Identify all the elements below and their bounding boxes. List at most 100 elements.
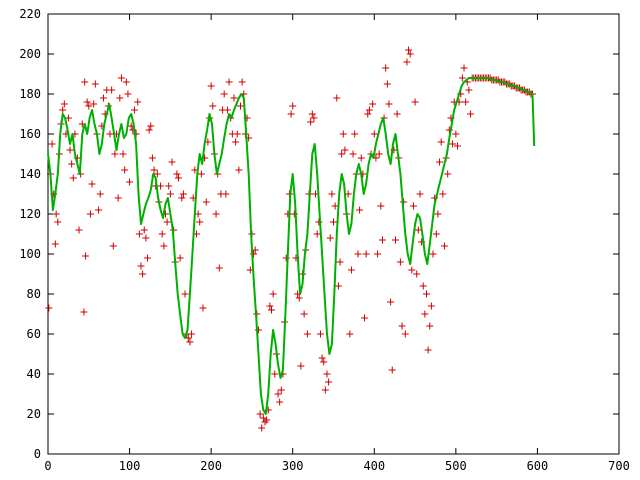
data-point	[88, 180, 96, 188]
data-point	[114, 194, 122, 202]
data-point	[96, 190, 104, 198]
y-tick-label: 0	[34, 447, 41, 461]
data-point	[121, 166, 129, 174]
data-point	[258, 424, 266, 432]
data-point	[212, 210, 220, 218]
x-tick-label: 700	[608, 459, 630, 473]
data-point	[276, 398, 284, 406]
data-point	[330, 218, 337, 226]
data-point	[268, 306, 276, 314]
data-point	[323, 370, 331, 378]
data-point	[391, 236, 399, 244]
data-point	[300, 310, 308, 318]
data-point	[362, 250, 370, 258]
data-point	[436, 158, 444, 166]
data-point	[230, 94, 238, 102]
data-point	[179, 190, 187, 198]
data-point	[365, 106, 373, 114]
data-point	[429, 250, 437, 258]
data-point	[126, 178, 134, 186]
data-point	[325, 378, 333, 386]
data-point	[139, 270, 147, 278]
data-point	[334, 282, 342, 290]
data-point	[80, 308, 88, 316]
data-point	[313, 230, 321, 238]
x-tick-label: 600	[527, 459, 549, 473]
data-point	[396, 258, 404, 266]
data-point	[408, 266, 416, 274]
data-point	[287, 110, 295, 118]
data-point	[144, 254, 152, 262]
data-point	[163, 218, 171, 226]
data-point	[374, 250, 382, 258]
data-point	[385, 100, 393, 108]
data-point	[356, 206, 364, 214]
data-point	[147, 122, 155, 130]
data-point	[427, 302, 435, 310]
data-point	[308, 110, 316, 118]
data-point	[215, 264, 223, 272]
data-point	[59, 106, 67, 114]
data-point	[52, 210, 60, 218]
data-point	[398, 322, 406, 330]
data-point	[178, 194, 186, 202]
y-tick-label: 120	[19, 207, 41, 221]
y-tick-label: 100	[19, 247, 41, 261]
data-point	[444, 170, 452, 178]
data-point	[421, 310, 429, 318]
data-point	[233, 130, 241, 138]
data-point	[315, 218, 323, 226]
data-point	[196, 218, 204, 226]
data-point	[370, 130, 378, 138]
data-point	[349, 150, 357, 158]
data-point	[375, 150, 383, 158]
data-point	[383, 80, 391, 88]
data-point	[142, 234, 150, 242]
data-point	[109, 242, 117, 250]
data-point	[145, 126, 153, 134]
data-point	[413, 270, 421, 278]
series-line	[47, 77, 536, 415]
data-point	[209, 102, 217, 110]
data-point	[199, 304, 207, 312]
data-point	[393, 110, 401, 118]
line-series	[47, 77, 536, 415]
data-point	[452, 130, 460, 138]
data-point	[403, 58, 411, 66]
data-point	[354, 250, 362, 258]
data-point	[202, 198, 210, 206]
data-point	[181, 290, 189, 298]
data-point	[432, 230, 440, 238]
data-point	[82, 252, 90, 260]
data-point	[341, 146, 349, 154]
data-point	[460, 64, 468, 72]
data-point	[137, 262, 145, 270]
data-point	[449, 140, 457, 148]
data-point	[416, 190, 424, 198]
data-point	[328, 190, 336, 198]
data-point	[48, 140, 56, 148]
data-point	[388, 366, 396, 374]
data-point	[51, 240, 59, 248]
data-point	[360, 314, 368, 322]
data-point	[266, 302, 274, 310]
data-point	[426, 322, 434, 330]
data-point	[68, 160, 76, 168]
data-point	[307, 118, 315, 126]
data-point	[378, 236, 386, 244]
data-point	[166, 190, 174, 198]
data-point	[364, 110, 372, 118]
data-point	[176, 254, 184, 262]
data-point	[222, 190, 230, 198]
data-point	[419, 282, 427, 290]
data-point	[369, 100, 377, 108]
data-point	[336, 258, 344, 266]
data-point	[387, 298, 395, 306]
data-point	[437, 138, 445, 146]
data-point	[467, 110, 475, 118]
data-point	[409, 202, 417, 210]
data-point	[424, 346, 432, 354]
data-point	[188, 330, 196, 338]
data-point	[85, 102, 93, 110]
